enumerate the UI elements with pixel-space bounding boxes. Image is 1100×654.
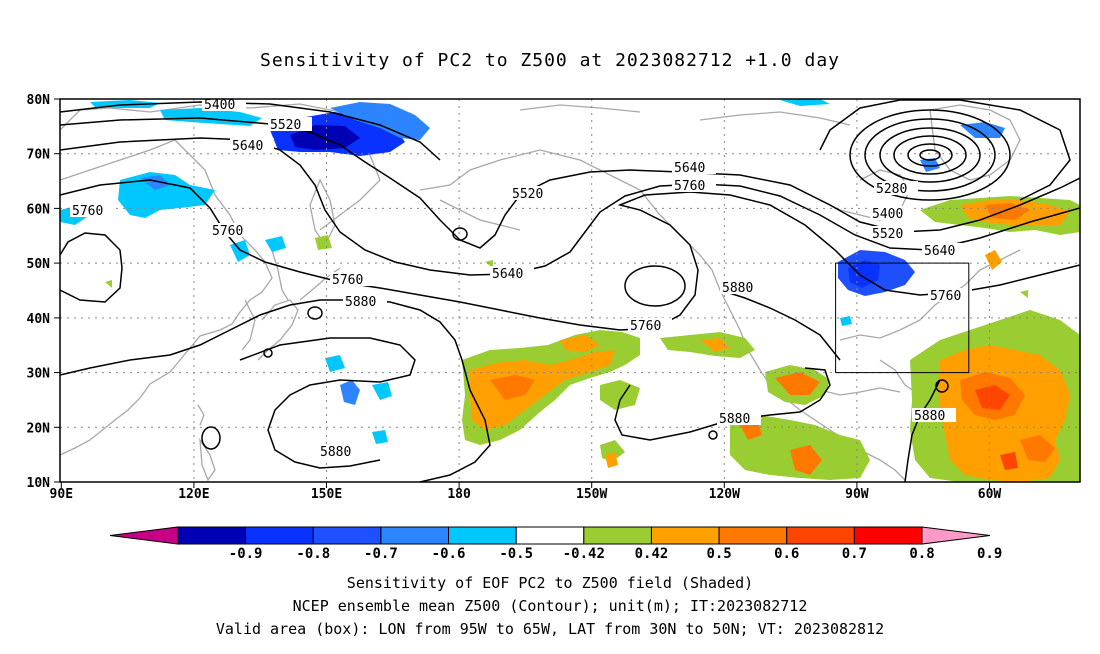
lat-label: 70N xyxy=(27,148,51,163)
lat-label: 80N xyxy=(27,93,51,108)
caption-shading: Sensitivity of EOF PC2 to Z500 field (Sh… xyxy=(346,574,754,592)
colorbar-tick-label: -0.42 xyxy=(563,546,605,562)
latitude-labels: 80N 70N 60N 50N 40N 30N 20N 10N xyxy=(27,93,51,491)
colorbar-tick-label: 0.5 xyxy=(706,546,731,562)
contour-label-5640: 5640 xyxy=(232,139,263,154)
contour-label-5760: 5760 xyxy=(332,273,363,288)
contour-label-5280: 5280 xyxy=(876,182,907,197)
colorbar-tick-label: -0.5 xyxy=(499,546,533,562)
lon-label: 180 xyxy=(447,487,471,502)
contour-label-5520: 5520 xyxy=(512,187,543,202)
colorbar-segment xyxy=(245,526,314,545)
colorbar-tick-label: 0.42 xyxy=(635,546,669,562)
colorbar-tick-label: 0.6 xyxy=(774,546,799,562)
lon-label: 60W xyxy=(978,487,1002,502)
contour-label-5760: 5760 xyxy=(630,319,661,334)
lon-label: 150W xyxy=(576,487,607,502)
lon-label: 120W xyxy=(709,487,740,502)
longitude-labels: 90E 120E 150E 180 150W 120W 90W 60W xyxy=(50,487,1002,502)
lat-label: 10N xyxy=(27,476,51,491)
contour-label-5880: 5880 xyxy=(345,295,376,310)
contour-label-5640: 5640 xyxy=(924,244,955,259)
lat-label: 50N xyxy=(27,257,51,272)
contour-label-5880: 5880 xyxy=(914,409,945,424)
lon-label: 90E xyxy=(50,487,73,502)
colorbar-tick-label: -0.7 xyxy=(364,546,398,562)
lat-label: 40N xyxy=(27,312,51,327)
lon-label: 120E xyxy=(178,487,209,502)
contour-label-5760: 5760 xyxy=(930,289,961,304)
caption-contour: NCEP ensemble mean Z500 (Contour); unit(… xyxy=(292,597,808,615)
colorbar-segment xyxy=(650,526,720,545)
colorbar-tick-label: -0.8 xyxy=(296,546,330,562)
contour-label-5520: 5520 xyxy=(270,118,301,133)
contour-label-5640: 5640 xyxy=(674,161,705,176)
axis-ticks xyxy=(54,98,990,488)
colorbar-segment xyxy=(853,526,923,545)
valid-area-box xyxy=(835,262,970,374)
lat-label: 30N xyxy=(27,367,51,382)
contour-label-5880: 5880 xyxy=(320,445,351,460)
contour-label-5640: 5640 xyxy=(492,267,523,282)
colorbar-segment xyxy=(177,526,247,545)
colorbar-segment xyxy=(312,526,382,545)
colorbar-tick-label: 0.9 xyxy=(977,546,1002,562)
contour-label-5400: 5400 xyxy=(204,98,235,113)
grid-lines xyxy=(60,99,1080,482)
map-title: Sensitivity of PC2 to Z500 at 2023082712… xyxy=(259,50,840,71)
plot-frame xyxy=(59,98,1081,483)
caption-valid-area: Valid area (box): LON from 95W to 65W, L… xyxy=(215,620,885,638)
contour-label-5400: 5400 xyxy=(872,207,903,222)
contour-labels: 5400 5520 5640 5760 5760 5760 5880 5880 … xyxy=(70,98,972,460)
colorbar-segment xyxy=(448,526,517,545)
colorbar-min-arrow xyxy=(109,526,179,545)
colorbar-tick-label: 0.8 xyxy=(909,546,934,562)
colorbar-segment xyxy=(583,526,652,545)
contour-label-5520: 5520 xyxy=(872,227,903,242)
colorbar-tick-label: -0.6 xyxy=(432,546,466,562)
contour-label-5880: 5880 xyxy=(719,412,750,427)
colorbar-segment xyxy=(515,526,585,545)
plot-area xyxy=(60,99,1080,482)
contour-label-5880: 5880 xyxy=(722,281,753,296)
colorbar: -0.9 -0.8 -0.7 -0.6 -0.5 -0.42 0.42 0.5 0.6 0.7 0.… xyxy=(109,526,1002,562)
contour-label-5760: 5760 xyxy=(674,179,705,194)
colorbar-segment xyxy=(786,526,855,545)
colorbar-tick-label: -0.9 xyxy=(229,546,263,562)
colorbar-max-arrow xyxy=(921,526,991,545)
contour-label-5760: 5760 xyxy=(72,204,103,219)
lon-label: 150E xyxy=(311,487,342,502)
colorbar-segment xyxy=(380,526,450,545)
contour-label-5760: 5760 xyxy=(212,224,243,239)
colorbar-segment xyxy=(718,526,788,545)
lon-label: 90W xyxy=(845,487,869,502)
lat-label: 60N xyxy=(27,202,51,217)
positive-sensitivity-shading xyxy=(105,196,1080,482)
lat-label: 20N xyxy=(27,421,51,436)
colorbar-tick-label: 0.7 xyxy=(842,546,867,562)
